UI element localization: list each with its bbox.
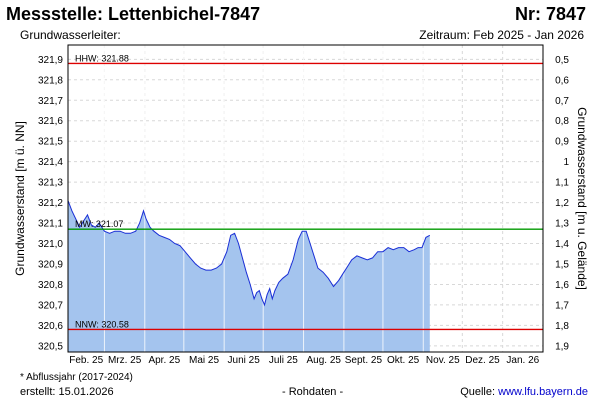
y-axis-label-right: Grundwasserstand [m u. Gelände] — [575, 107, 589, 290]
y-tick-label: 321,7 — [38, 96, 63, 107]
x-tick-label: Dez. 25 — [465, 355, 500, 366]
x-tick-label: Mai 25 — [189, 355, 219, 366]
source-prefix: Quelle: — [460, 386, 499, 398]
y-tick-label: 321,0 — [38, 239, 63, 250]
y-right-tick-label: 1,6 — [555, 280, 569, 291]
footnote: * Abflussjahr (2017-2024) — [20, 372, 133, 383]
x-tick-label: Feb. 25 — [69, 355, 103, 366]
y-right-tick-label: 1,9 — [555, 341, 569, 352]
y-right-tick-label: 1,4 — [555, 239, 569, 250]
y-right-tick-label: 0,5 — [555, 55, 569, 66]
y-right-tick-label: 1,5 — [555, 259, 569, 270]
series-area — [68, 200, 430, 352]
y-right-tick-label: 1,8 — [555, 321, 569, 332]
page-title: Messstelle: Lettenbichel-7847 — [6, 4, 261, 24]
x-tick-label: Mrz. 25 — [108, 355, 142, 366]
y-tick-label: 321,9 — [38, 55, 63, 66]
y-right-tick-label: 0,7 — [555, 96, 569, 107]
source-label: Quelle: www.lfu.bayern.de — [460, 386, 588, 398]
period-label: Zeitraum: Feb 2025 - Jan 2026 — [419, 28, 584, 42]
x-tick-label: Sept. 25 — [345, 355, 383, 366]
aquifer-label: Grundwasserleiter: — [20, 28, 121, 42]
reference-label: NNW: 320.58 — [75, 319, 129, 329]
y-right-tick-label: 1,1 — [555, 178, 569, 189]
source-link[interactable]: www.lfu.bayern.de — [498, 386, 588, 398]
y-tick-label: 320,6 — [38, 321, 63, 332]
y-tick-label: 320,7 — [38, 300, 63, 311]
y-tick-label: 321,3 — [38, 178, 63, 189]
y-tick-label: 320,5 — [38, 341, 63, 352]
reference-label: MW: 321.07 — [75, 219, 123, 229]
raw-data-label: - Rohdaten - — [282, 386, 344, 398]
series-line — [67, 200, 431, 307]
y-axis-label-left: Grundwasserstand [m ü. NN] — [13, 121, 27, 276]
y-right-tick-label: 1,3 — [555, 219, 569, 230]
y-tick-label: 321,4 — [38, 157, 63, 168]
x-tick-label: Nov. 25 — [426, 355, 460, 366]
y-right-tick-label: 0,9 — [555, 137, 569, 148]
y-right-tick-label: 0,8 — [555, 116, 569, 127]
axes — [67, 44, 544, 353]
x-tick-label: Juni 25 — [228, 355, 261, 366]
y-tick-label: 320,8 — [38, 280, 63, 291]
y-tick-label: 321,1 — [38, 219, 63, 230]
y-right-tick-label: 1,7 — [555, 300, 569, 311]
x-tick-label: Okt. 25 — [387, 355, 420, 366]
data-area — [67, 45, 431, 352]
x-tick-label: Jan. 26 — [506, 355, 539, 366]
reference-lines: HHW: 321.88 MW: 321.07 NNW: 320.58 — [68, 53, 543, 331]
y-right-tick-label: 0,6 — [555, 75, 569, 86]
y-tick-label: 321,5 — [38, 137, 63, 148]
reference-label: HHW: 321.88 — [75, 53, 129, 63]
tick-labels: 320,5 320,6 320,7 320,8 320,9 321,0 321,1 321,2… — [38, 55, 569, 366]
y-tick-label: 321,6 — [38, 116, 63, 127]
x-tick-label: Juli 25 — [269, 355, 298, 366]
created-date: erstellt: 15.01.2026 — [20, 386, 114, 398]
x-tick-label: Aug. 25 — [306, 355, 341, 366]
y-right-tick-label: 1 — [563, 157, 569, 168]
x-tick-label: Apr. 25 — [148, 355, 180, 366]
y-right-tick-label: 1,2 — [555, 198, 569, 209]
y-tick-label: 320,9 — [38, 259, 63, 270]
y-tick-label: 321,8 — [38, 75, 63, 86]
station-number: Nr: 7847 — [514, 4, 586, 24]
y-tick-label: 321,2 — [38, 198, 63, 209]
plot-frame — [67, 44, 544, 353]
